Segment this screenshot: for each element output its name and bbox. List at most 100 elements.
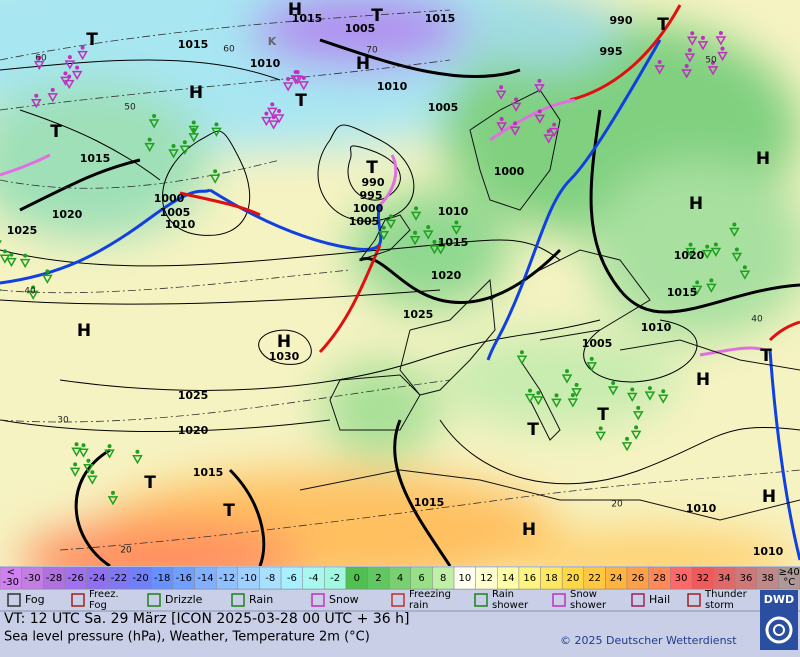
pressure-center: T	[144, 473, 156, 493]
scale-value: -22	[111, 573, 127, 584]
weather-dot	[719, 31, 723, 35]
legend-label: Snow	[329, 593, 359, 606]
weather-dot	[286, 77, 290, 81]
isotherm-label: 20	[120, 546, 132, 556]
weather-dot	[685, 64, 689, 68]
weather-dot	[81, 46, 85, 50]
scale-value: 16	[523, 573, 536, 584]
isotherm-label: 60	[223, 45, 235, 55]
weather-dot	[214, 122, 218, 126]
weather-dot	[68, 55, 72, 59]
isobar-label: 1005	[428, 101, 459, 114]
isotherm-label: 20	[611, 500, 623, 510]
pressure-center: T	[657, 15, 669, 35]
scale-value: -4	[309, 573, 319, 584]
scale-above: °C	[783, 577, 795, 588]
weather-dot	[81, 443, 85, 447]
weather-dot	[689, 243, 693, 247]
weather-dot	[108, 444, 112, 448]
scale-value: 28	[653, 573, 666, 584]
isobar-label: 1010	[753, 545, 784, 558]
scale-value: 36	[740, 573, 753, 584]
isotherm-label: 50	[124, 103, 136, 113]
scale-value: -16	[176, 573, 192, 584]
pressure-center: H	[696, 370, 710, 390]
isobar-label: 1010	[641, 321, 672, 334]
pressure-center: T	[527, 420, 539, 440]
weather-dot	[454, 220, 458, 224]
weather-dot	[75, 442, 79, 446]
pressure-center: T	[295, 91, 307, 111]
scale-value: 34	[718, 573, 731, 584]
map-description: Sea level pressure (hPa), Weather, Tempe…	[4, 630, 370, 645]
isobar-label: 1015	[193, 466, 224, 479]
weather-dot	[111, 491, 115, 495]
map-field: H 1015 T 1005 1015 T 1015 K 1010 H 1010 H T 1005 T 1015…	[0, 0, 800, 600]
weather-dot	[51, 88, 55, 92]
isobar-label: 995	[600, 45, 623, 58]
scale-value: -6	[287, 573, 297, 584]
scale-value: 2	[375, 573, 381, 584]
weather-dot	[688, 48, 692, 52]
scale-value: 22	[588, 573, 601, 584]
pressure-center: H	[522, 520, 536, 540]
weather-dot	[426, 225, 430, 229]
scale-value: -26	[68, 573, 84, 584]
weather-dot	[732, 222, 736, 226]
scale-value: -12	[219, 573, 235, 584]
isotherm-label: 40	[751, 315, 763, 325]
weather-dot	[709, 278, 713, 282]
pressure-center: T	[50, 122, 62, 142]
isotherm-label: 70	[366, 46, 378, 56]
weather-dot	[75, 66, 79, 70]
weather-dot	[152, 114, 156, 118]
isobar-label: 1020	[674, 249, 705, 262]
weather-dot	[514, 97, 518, 101]
weather-dot	[590, 357, 594, 361]
weather-dot	[625, 437, 629, 441]
scale-value: 0	[354, 573, 360, 584]
scale-value: 6	[418, 573, 424, 584]
legend-label: shower	[492, 600, 529, 611]
legend-label: Freez.	[89, 589, 119, 600]
weather-dot	[90, 470, 94, 474]
weather-dot	[45, 269, 49, 273]
weather-dot	[714, 242, 718, 246]
pressure-center: T	[597, 405, 609, 425]
weather-dot	[571, 393, 575, 397]
pressure-center: H	[189, 83, 203, 103]
scale-below: -30	[3, 577, 19, 588]
weather-dot	[432, 240, 436, 244]
weather-dot	[382, 226, 386, 230]
weather-dot	[599, 426, 603, 430]
isobar-label: 995	[360, 189, 383, 202]
scale-value: -14	[197, 573, 213, 584]
weather-dot	[536, 391, 540, 395]
scale-value: 32	[696, 573, 709, 584]
isotherm-label: 40	[24, 287, 36, 297]
legend-label: Drizzle	[165, 593, 203, 606]
isobar-label: K	[268, 35, 277, 48]
isobar-label: 1030	[269, 350, 300, 363]
weather-dot	[264, 112, 268, 116]
scale-value: 12	[480, 573, 493, 584]
copyright: © 2025 Deutscher Wetterdienst	[560, 634, 737, 647]
isobar-label: 1025	[7, 224, 38, 237]
scale-value: -8	[265, 573, 275, 584]
isobar-label: 1015	[80, 152, 111, 165]
weather-dot	[389, 214, 393, 218]
isobar-label: 1020	[431, 269, 462, 282]
weather-dot	[3, 249, 7, 253]
isobar-label: 1015	[438, 236, 469, 249]
legend-label: storm	[705, 600, 734, 611]
weather-dot	[661, 389, 665, 393]
isobar-label: 1000	[154, 192, 185, 205]
weather-dot	[192, 128, 196, 132]
pressure-center: H	[689, 194, 703, 214]
isobar-label: 1015	[425, 12, 456, 25]
isobar-label: 1005	[582, 337, 613, 350]
pressure-center: T	[760, 346, 772, 366]
weather-dot	[414, 206, 418, 210]
scale-value: 30	[675, 573, 688, 584]
scale-value: 20	[567, 573, 580, 584]
